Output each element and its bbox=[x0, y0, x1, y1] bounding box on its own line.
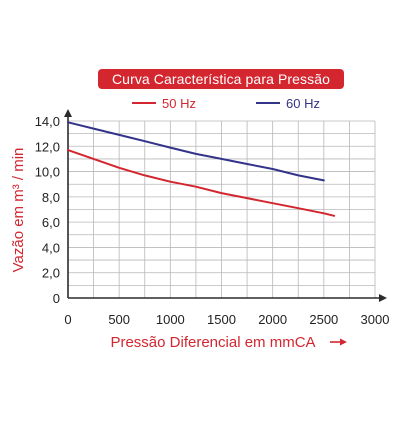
series-line bbox=[67, 121, 325, 182]
y-tick-label: 12,0 bbox=[35, 139, 60, 154]
x-tick-label: 1500 bbox=[207, 312, 236, 327]
x-axis-label-arrowhead bbox=[340, 338, 347, 346]
x-axis-label: Pressão Diferencial em mmCA bbox=[110, 334, 315, 351]
x-tick-label: 0 bbox=[64, 312, 71, 327]
y-axis-label: Vazão em m³ / min bbox=[10, 148, 27, 273]
series-line bbox=[67, 149, 336, 217]
x-tick-label: 2500 bbox=[309, 312, 338, 327]
chart-title: Curva Característica para Pressão bbox=[111, 71, 331, 87]
y-tick-label: 6,0 bbox=[42, 215, 60, 230]
legend-label: 50 Hz bbox=[162, 96, 196, 111]
y-axis-arrowhead bbox=[64, 109, 72, 117]
y-tick-label: 2,0 bbox=[42, 266, 60, 281]
y-tick-label: 8,0 bbox=[42, 190, 60, 205]
legend-label: 60 Hz bbox=[286, 96, 320, 111]
x-axis-arrowhead bbox=[379, 294, 387, 302]
x-tick-label: 1000 bbox=[156, 312, 185, 327]
y-tick-label: 10,0 bbox=[35, 165, 60, 180]
chart-title-banner: Curva Característica para Pressão bbox=[98, 69, 344, 89]
x-tick-label: 500 bbox=[108, 312, 130, 327]
y-tick-label: 4,0 bbox=[42, 240, 60, 255]
y-tick-label: 0 bbox=[53, 291, 60, 306]
y-tick-label: 14,0 bbox=[35, 114, 60, 129]
x-tick-label: 3000 bbox=[361, 312, 390, 327]
x-tick-label: 2000 bbox=[258, 312, 287, 327]
